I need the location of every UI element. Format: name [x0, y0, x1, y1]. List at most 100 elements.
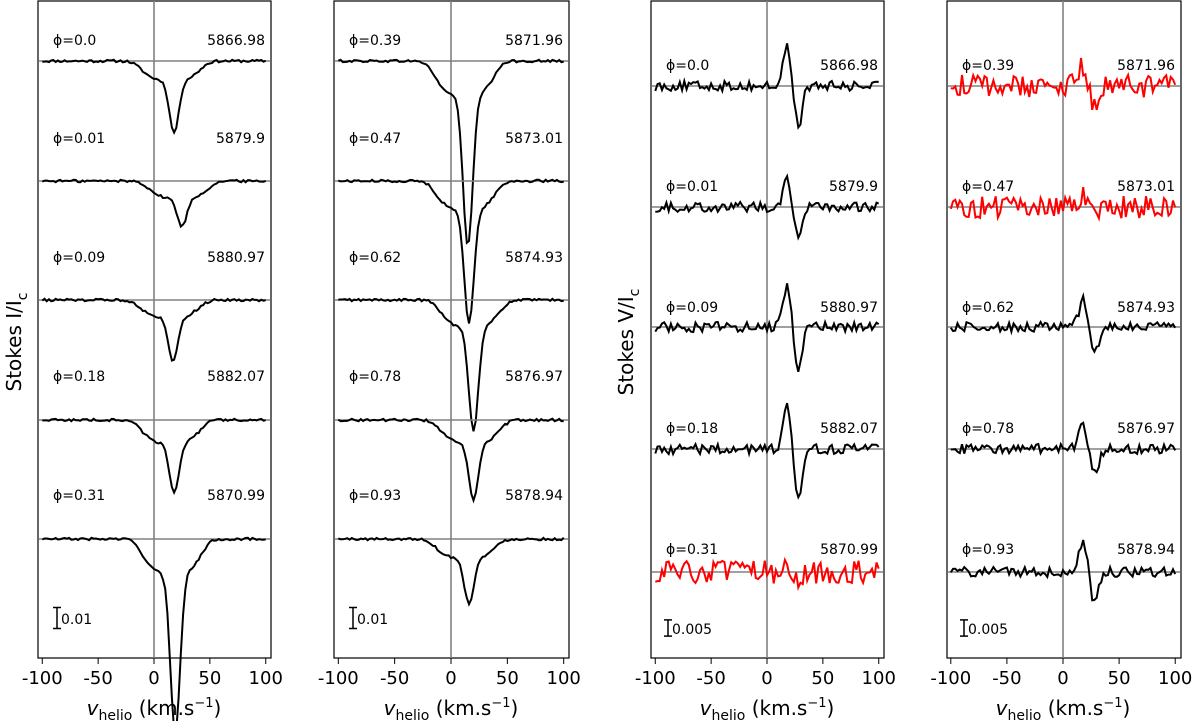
- phase-label: ϕ=0.39: [349, 33, 401, 49]
- profile-line: [337, 58, 564, 245]
- panel-2: -100 -50 0 50 100 ϕ=0.39 5871.96 ϕ=0.47 5873.01 ϕ…: [318, 0, 581, 689]
- phase-label: ϕ=0.31: [666, 542, 718, 558]
- x-axis-label-1: vhelio (km.s−1): [87, 696, 222, 721]
- profile-line: [949, 291, 1177, 354]
- x-tick-label: 0: [761, 668, 772, 689]
- date-label: 5870.99: [820, 542, 878, 558]
- phase-label: ϕ=0.0: [53, 33, 96, 49]
- x-axis-label-3: vhelio (km.s−1): [700, 696, 835, 721]
- date-label: 5871.96: [505, 33, 563, 49]
- panel-frame: [946, 0, 1182, 659]
- date-label: 5876.97: [1117, 421, 1175, 437]
- profile-line: [41, 178, 267, 229]
- phase-label: ϕ=0.62: [349, 250, 401, 266]
- x-tick-label: 50: [1108, 668, 1131, 689]
- scale-bar-label: 0.005: [968, 622, 1008, 638]
- x-tick-label: 0: [148, 668, 159, 689]
- phase-label: ϕ=0.93: [349, 488, 401, 504]
- profile-line: [654, 402, 880, 500]
- phase-label: ϕ=0.09: [53, 250, 105, 266]
- date-label: 5866.98: [820, 58, 878, 74]
- profile-line: [337, 178, 564, 324]
- date-label: 5870.99: [207, 488, 265, 504]
- date-label: 5882.07: [820, 421, 878, 437]
- x-tick-label: -50: [380, 668, 409, 689]
- panel-4: -100 -50 0 50 100 ϕ=0.39 5871.96 ϕ=0.47 5873.01 ϕ…: [930, 0, 1192, 689]
- panel-3: -100 -50 0 50 100 ϕ=0.0 5866.98 ϕ=0.01 5879.9 ϕ=0…: [635, 0, 896, 689]
- scale-bar: 0.01: [53, 606, 92, 630]
- stokes-i-axis-label: Stokes I/Ic: [2, 293, 31, 392]
- date-label: 5878.94: [505, 488, 563, 504]
- x-tick-label: 50: [198, 668, 221, 689]
- profile-line: [950, 57, 1177, 111]
- profile-line: [655, 173, 880, 241]
- date-label: 5874.93: [1117, 300, 1175, 316]
- phase-label: ϕ=0.39: [962, 58, 1014, 74]
- date-label: 5876.97: [505, 369, 563, 385]
- phase-label: ϕ=0.78: [349, 369, 401, 385]
- phase-label: ϕ=0.31: [53, 488, 105, 504]
- phase-label: ϕ=0.93: [962, 542, 1014, 558]
- x-tick-label: -50: [83, 668, 112, 689]
- date-label: 5873.01: [505, 131, 563, 147]
- x-tick-label: 50: [496, 668, 519, 689]
- profile-line: [338, 297, 564, 432]
- phase-label: ϕ=0.18: [53, 369, 105, 385]
- phase-label: ϕ=0.47: [962, 179, 1014, 195]
- profile-line: [42, 417, 266, 496]
- profile-line: [337, 417, 564, 504]
- profile-line: [949, 186, 1177, 222]
- profile-line: [41, 536, 266, 721]
- profile-line: [654, 283, 880, 373]
- x-tick-label: 100: [249, 668, 283, 689]
- scale-bar: 0.01: [349, 606, 388, 630]
- phase-label: ϕ=0.78: [962, 421, 1014, 437]
- scale-bar-label: 0.01: [61, 612, 92, 628]
- date-label: 5882.07: [207, 369, 265, 385]
- x-tick-label: -100: [930, 668, 971, 689]
- profile-line: [654, 43, 879, 130]
- x-axis-label-4: vhelio (km.s−1): [996, 696, 1131, 721]
- phase-label: ϕ=0.18: [666, 421, 718, 437]
- x-tick-label: -100: [635, 668, 676, 689]
- phase-label: ϕ=0.0: [666, 58, 709, 74]
- date-label: 5873.01: [1117, 179, 1175, 195]
- scale-bar-label: 0.01: [357, 612, 388, 628]
- scale-bar: 0.005: [960, 619, 1008, 638]
- phase-label: ϕ=0.62: [962, 300, 1014, 316]
- x-axis-label-2: vhelio (km.s−1): [384, 696, 519, 721]
- profile-line: [950, 421, 1177, 474]
- date-label: 5874.93: [505, 250, 563, 266]
- phase-label: ϕ=0.01: [53, 131, 105, 147]
- x-tick-label: -100: [22, 668, 63, 689]
- date-label: 5871.96: [1117, 58, 1175, 74]
- scale-bar-label: 0.005: [672, 622, 712, 638]
- x-tick-label: -50: [696, 668, 725, 689]
- x-tick-label: 100: [862, 668, 896, 689]
- profile-line: [338, 536, 565, 607]
- x-tick-label: 0: [445, 668, 456, 689]
- x-tick-label: 0: [1057, 668, 1068, 689]
- panel-1: -100 -50 0 50 100 ϕ=0.0 5866.98 ϕ=0.01 5879.9 ϕ=0…: [22, 0, 283, 721]
- phase-label: ϕ=0.47: [349, 131, 401, 147]
- date-label: 5878.94: [1117, 542, 1175, 558]
- profile-line: [42, 58, 267, 136]
- scale-bar: 0.005: [664, 619, 712, 638]
- date-label: 5879.9: [829, 179, 878, 195]
- x-tick-label: 50: [811, 668, 834, 689]
- date-label: 5880.97: [207, 250, 265, 266]
- phase-label: ϕ=0.09: [666, 300, 718, 316]
- x-tick-label: 100: [547, 668, 581, 689]
- x-tick-label: -100: [318, 668, 359, 689]
- date-label: 5879.9: [216, 131, 265, 147]
- panels: -100 -50 0 50 100 ϕ=0.0 5866.98 ϕ=0.01 5879.9 ϕ=0…: [22, 0, 1192, 721]
- phase-label: ϕ=0.01: [666, 179, 718, 195]
- date-label: 5880.97: [820, 300, 878, 316]
- stokes-v-axis-label: Stokes V/Ic: [614, 289, 643, 396]
- x-tick-label: -50: [992, 668, 1021, 689]
- profile-line: [654, 556, 880, 591]
- profile-line: [41, 297, 266, 362]
- date-label: 5866.98: [207, 33, 265, 49]
- profile-line: [949, 539, 1177, 602]
